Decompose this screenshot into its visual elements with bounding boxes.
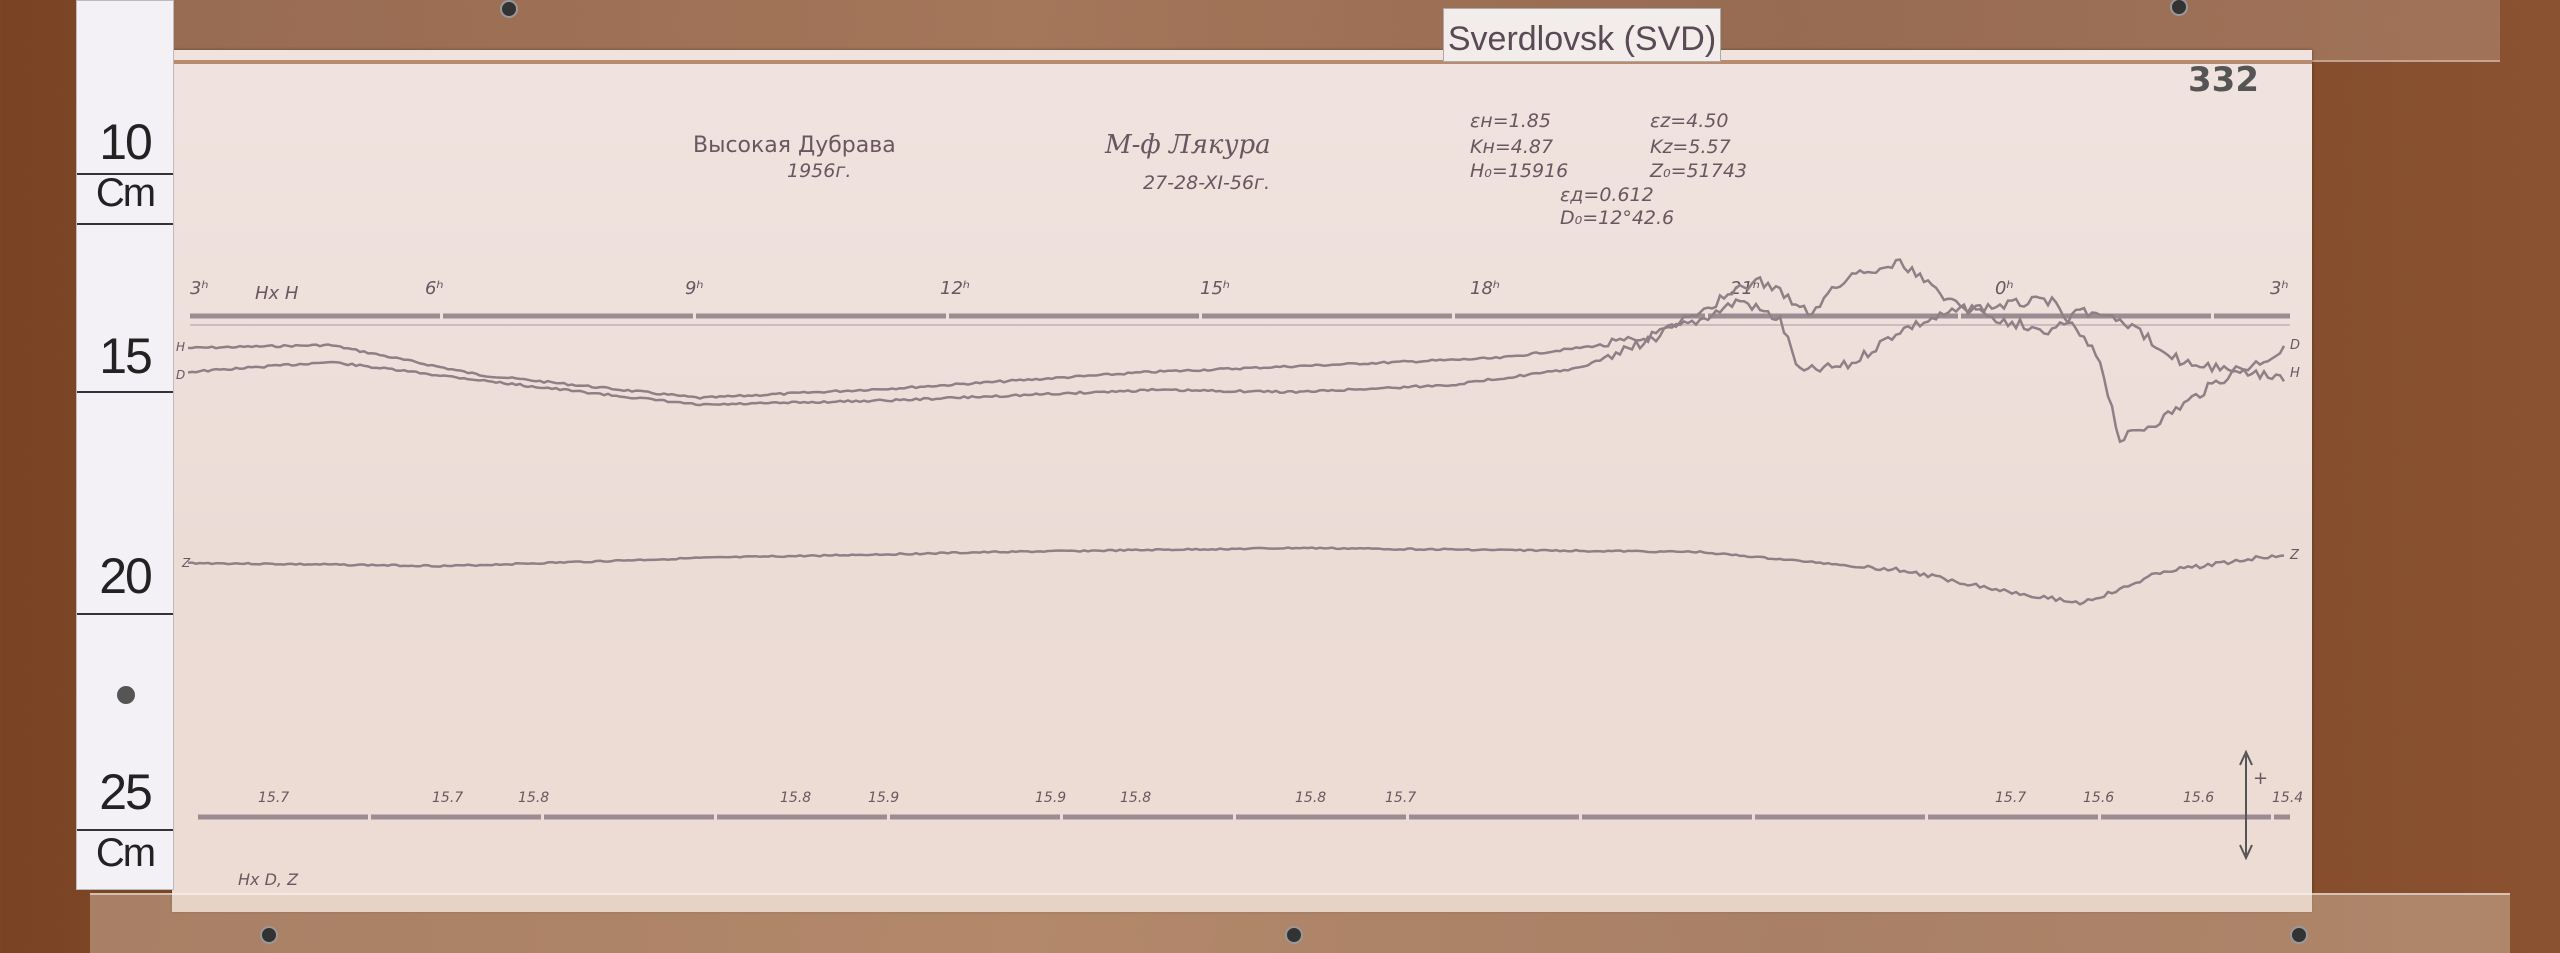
hour-mark: 15ʰ <box>1200 278 1231 299</box>
screw <box>2290 926 2308 944</box>
baseline-value: 15.7 <box>432 790 464 806</box>
constant-d0: D₀=12°42.6 <box>1560 207 1675 229</box>
baseline-value: 15.8 <box>1120 790 1152 806</box>
bottom-baseline-label: Hx D, Z <box>238 870 299 889</box>
glass-frame-bottom <box>90 893 2510 953</box>
h-trace <box>188 295 2286 444</box>
d-trace <box>187 258 2286 407</box>
sheet-number: 332 <box>2188 60 2259 100</box>
hour-mark: 0ʰ <box>1995 278 2014 299</box>
ruler-unit: Cm <box>95 171 156 215</box>
hour-mark: 6ʰ <box>425 278 444 299</box>
magnetogram-sheet <box>172 50 2312 912</box>
ruler-tick <box>77 829 173 831</box>
constant-k-z: Kz=5.57 <box>1650 136 1731 158</box>
year: 1956г. <box>787 160 852 182</box>
hour-mark: 12ʰ <box>940 278 971 299</box>
constant-eps-z: εz=4.50 <box>1650 110 1729 132</box>
trace-label-d-left: D <box>176 368 186 382</box>
trace-label-h-left: H <box>176 340 186 354</box>
baseline-value: 15.7 <box>1385 790 1417 806</box>
baseline-value: 15.8 <box>780 790 812 806</box>
top-baseline-label: Hx H <box>255 283 299 304</box>
baseline-value: 15.8 <box>1295 790 1327 806</box>
trace-label-z-right: Z <box>2290 548 2299 563</box>
screw <box>500 0 518 18</box>
polarity-plus: + <box>2253 768 2269 789</box>
z-trace <box>187 546 2285 606</box>
ruler-unit-bottom: Cm <box>95 831 156 875</box>
baseline-value: 15.6 <box>2083 790 2115 806</box>
instrument: М-ф Лякура <box>1105 130 1271 160</box>
baseline-value: 15.4 <box>2272 790 2304 806</box>
baseline-value: 15.9 <box>868 790 900 806</box>
ruler-tick <box>77 613 173 615</box>
ruler-mark-15: 15 <box>99 328 153 384</box>
ruler-tick <box>77 223 173 225</box>
constant-h0: H₀=15916 <box>1470 160 1569 182</box>
record-dates: 27-28-XI-56г. <box>1143 172 1271 194</box>
ruler-tick <box>77 391 173 393</box>
trace-label-z-left: Z <box>182 556 191 570</box>
sheet-edge <box>172 60 2312 64</box>
constant-eps-h: εн=1.85 <box>1470 110 1551 132</box>
trace-label-h-right: H <box>2290 366 2300 381</box>
baseline-value: 15.6 <box>2183 790 2215 806</box>
screw <box>2170 0 2188 16</box>
arrow-heads <box>2239 749 2253 861</box>
ruler-mark-25: 25 <box>99 764 153 820</box>
cm-ruler: 10 Cm 15 20 25 Cm <box>76 0 174 890</box>
hour-mark: 3ʰ <box>2270 278 2289 299</box>
station-label-card: Sverdlovsk (SVD) <box>1443 8 1721 62</box>
constant-eps-d: εд=0.612 <box>1560 184 1654 206</box>
ruler-mark-10: 10 <box>99 114 153 170</box>
ruler-mark-20: 20 <box>99 548 153 604</box>
screw <box>260 926 278 944</box>
trace-label-d-right: D <box>2290 338 2301 353</box>
baseline-value: 15.7 <box>258 790 290 806</box>
hour-mark: 18ʰ <box>1470 278 1501 299</box>
hour-mark: 3ʰ <box>190 278 209 299</box>
screw <box>1285 926 1303 944</box>
baseline-value: 15.8 <box>518 790 550 806</box>
hour-mark: 9ʰ <box>685 278 704 299</box>
constant-k-h: Kн=4.87 <box>1470 136 1554 158</box>
baseline-value: 15.9 <box>1035 790 1067 806</box>
ruler-tick <box>77 173 173 175</box>
constant-z0: Z₀=51743 <box>1650 160 1747 182</box>
station-name: Высокая Дубрава <box>693 133 896 158</box>
ruler-hole <box>117 686 135 704</box>
baseline-value: 15.7 <box>1995 790 2027 806</box>
